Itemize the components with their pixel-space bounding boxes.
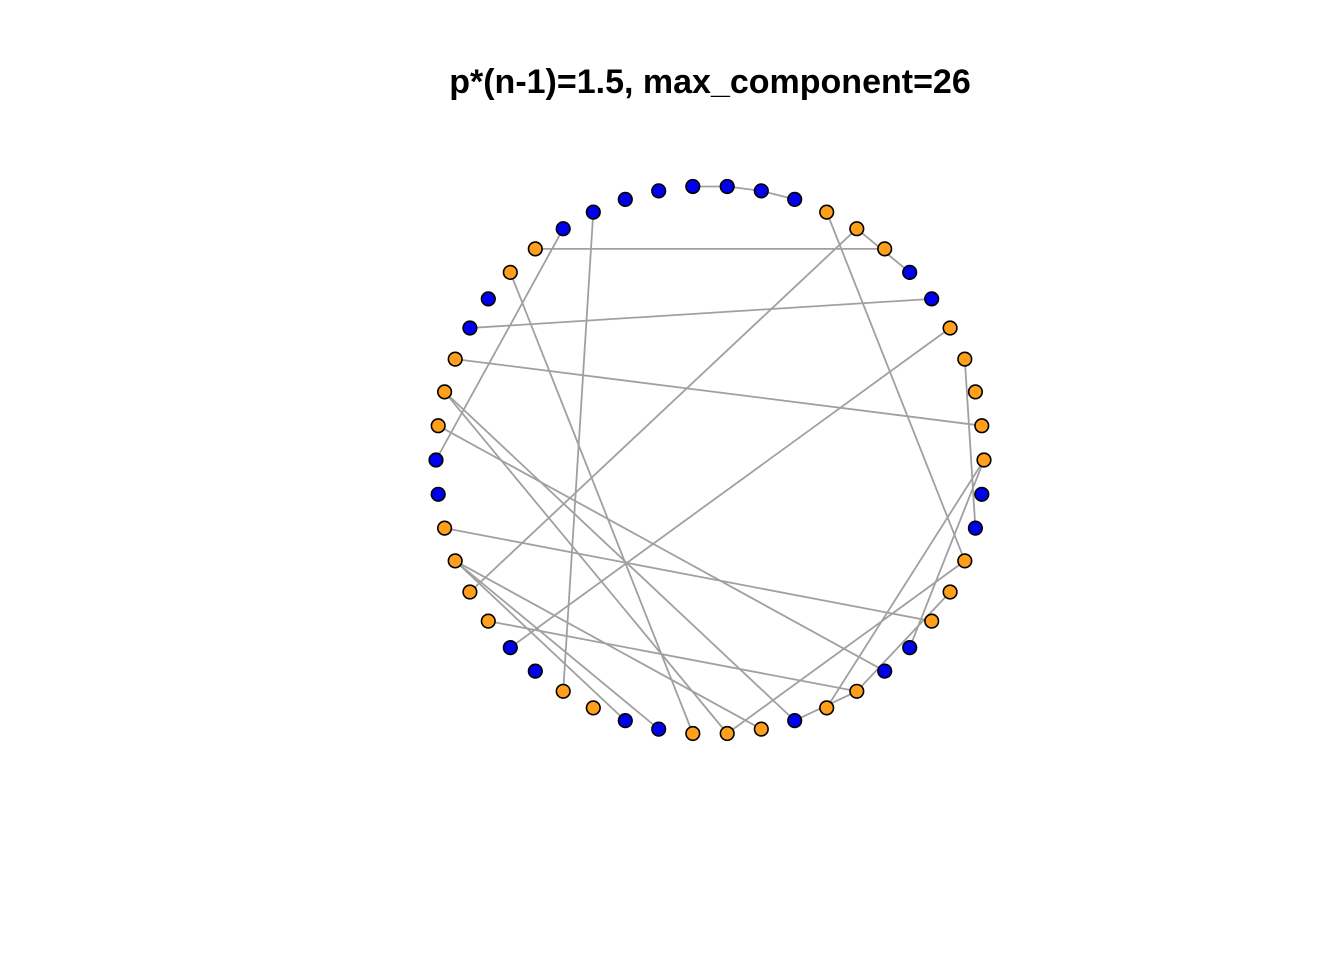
graph-node-49 (974, 486, 990, 502)
graph-edge-9-47 (825, 211, 966, 562)
edges-layer (435, 185, 985, 735)
graph-node-16 (585, 204, 601, 220)
graph-node-45 (924, 613, 940, 629)
graph-edge-16-33 (562, 212, 595, 692)
graph-edge-17-25 (435, 228, 564, 461)
graph-edge-5-21 (469, 298, 932, 329)
graph-node-31 (502, 639, 518, 656)
graph-node-1 (974, 418, 990, 434)
graph-node-35 (617, 712, 633, 729)
graph-edge-27-45 (444, 527, 932, 622)
graph-node-10 (787, 191, 803, 207)
graph-edge-38-47 (726, 560, 966, 735)
graph-node-20 (480, 291, 496, 307)
graph-node-39 (753, 721, 769, 737)
graph-node-48 (967, 520, 984, 536)
graph-edge-30-42 (488, 620, 857, 693)
nodes-layer (428, 178, 992, 742)
graph-node-47 (957, 553, 973, 569)
graph-node-22 (447, 351, 463, 367)
graph-edge-42-46 (856, 591, 951, 692)
graph-edge-1-22 (455, 358, 982, 427)
graph-edge-44-0 (908, 459, 985, 648)
graph-node-30 (480, 613, 496, 629)
graph-node-3 (957, 351, 973, 367)
graph-edge-23-38 (443, 391, 728, 735)
graph-node-25 (428, 452, 444, 468)
graph-node-19 (502, 264, 518, 281)
graph-node-9 (819, 204, 835, 220)
graph-node-40 (787, 712, 803, 729)
graph-edge-3-48 (963, 359, 977, 529)
graph-edge-23-40 (443, 391, 796, 722)
graph-edge-8-29 (469, 228, 858, 593)
graph-node-29 (462, 584, 478, 600)
graph-node-17 (555, 221, 571, 237)
graph-node-14 (651, 183, 667, 199)
graph-node-27 (437, 520, 453, 536)
graph-node-32 (527, 663, 543, 679)
graph-node-37 (685, 725, 701, 742)
graph-node-6 (902, 264, 918, 281)
graph-node-5 (924, 291, 940, 307)
graph-edge-28-39 (454, 560, 762, 730)
graph-node-46 (942, 584, 958, 600)
graph-node-15 (617, 191, 633, 207)
graph-node-13 (685, 178, 701, 195)
graph-edge-24-43 (437, 424, 886, 672)
graph-node-12 (719, 178, 735, 195)
graph-node-34 (585, 700, 601, 716)
graph-node-7 (877, 241, 893, 257)
graph-edge-4-31 (509, 327, 951, 649)
graph-node-33 (555, 683, 571, 699)
graph-node-11 (753, 183, 769, 199)
graph-node-18 (527, 241, 543, 257)
graph-node-21 (462, 320, 478, 336)
graph-node-42 (849, 683, 865, 699)
graph-node-24 (430, 418, 446, 434)
graph-node-26 (430, 486, 446, 502)
graph-edge-19-37 (509, 272, 694, 734)
graph-node-0 (976, 452, 992, 468)
graph-edge-28-35 (454, 560, 626, 722)
graph-node-2 (967, 384, 984, 400)
graph-edge-0-41 (825, 459, 985, 709)
graph-node-44 (902, 639, 918, 656)
graph-node-41 (819, 700, 835, 716)
graph-edge-28-36 (454, 560, 660, 730)
graph-node-4 (942, 320, 958, 336)
graph-node-23 (437, 384, 453, 400)
graph-title: p*(n-1)=1.5, max_component=26 (449, 63, 971, 101)
graph-node-8 (849, 221, 865, 237)
graph-node-36 (651, 721, 667, 737)
graph-node-43 (877, 663, 893, 679)
graph-node-38 (719, 725, 735, 742)
graph-node-28 (447, 553, 463, 569)
